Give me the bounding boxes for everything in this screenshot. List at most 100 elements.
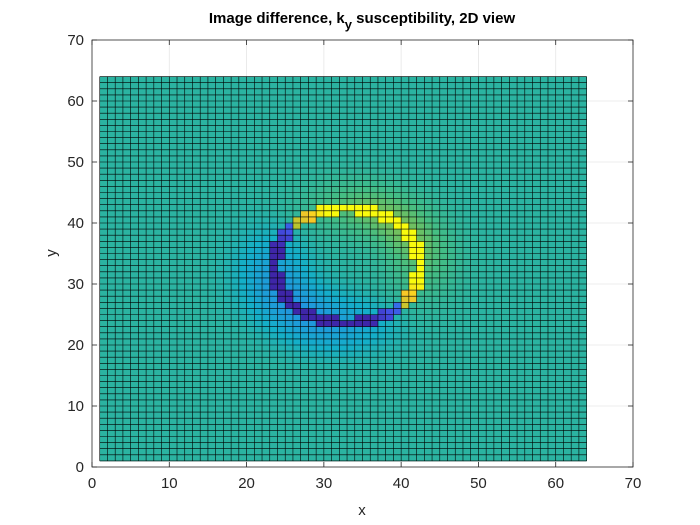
- surface-cell: [462, 82, 471, 90]
- surface-cell: [547, 381, 557, 388]
- surface-cell: [130, 277, 139, 285]
- surface-cell: [316, 418, 325, 425]
- surface-cell: [393, 210, 402, 218]
- surface-cell: [547, 448, 557, 456]
- surface-cell: [99, 168, 108, 175]
- surface-cell: [192, 442, 201, 449]
- surface-cell: [486, 113, 495, 120]
- surface-cell: [300, 345, 309, 352]
- surface-cell: [146, 247, 155, 254]
- surface-cell: [339, 351, 348, 358]
- surface-cell: [161, 125, 170, 132]
- surface-cell: [146, 290, 155, 297]
- surface-cell: [200, 357, 209, 364]
- surface-cell: [331, 430, 340, 437]
- surface-cell: [277, 302, 286, 309]
- surface-cell: [292, 101, 301, 108]
- surface-cell: [262, 168, 271, 175]
- surface-cell: [462, 271, 471, 279]
- surface-cell: [115, 192, 124, 199]
- surface-cell: [200, 314, 209, 321]
- surface-cell: [370, 253, 379, 260]
- surface-cell: [447, 94, 456, 102]
- surface-cell: [99, 88, 108, 96]
- surface-cell: [377, 406, 386, 413]
- surface-cell: [493, 265, 502, 273]
- surface-cell: [200, 418, 209, 425]
- surface-cell: [408, 204, 417, 212]
- surface-cell: [377, 247, 386, 254]
- surface-cell: [517, 393, 526, 401]
- surface-cell: [547, 125, 557, 132]
- surface-cell: [547, 168, 557, 175]
- surface-cell: [115, 320, 124, 327]
- surface-cell: [192, 302, 201, 309]
- surface-cell: [547, 247, 557, 254]
- surface-cell: [424, 271, 433, 279]
- surface-cell: [99, 351, 108, 358]
- surface-cell: [447, 448, 456, 456]
- surface-cell: [532, 314, 541, 321]
- surface-cell: [308, 107, 317, 114]
- surface-cell: [138, 107, 147, 114]
- surface-cell: [571, 454, 580, 462]
- surface-cell: [300, 149, 309, 157]
- surface-cell: [424, 393, 433, 401]
- surface-cell: [99, 210, 108, 218]
- surface-cell: [122, 76, 131, 83]
- surface-cell: [532, 265, 541, 273]
- surface-cell: [509, 88, 518, 96]
- surface-cell: [122, 448, 131, 456]
- surface-cell: [122, 302, 131, 309]
- surface-cell: [370, 424, 379, 431]
- surface-cell: [424, 253, 433, 260]
- surface-cell: [269, 223, 278, 230]
- surface-cell: [169, 412, 178, 419]
- surface-cell: [215, 290, 224, 297]
- surface-cell: [354, 253, 363, 260]
- surface-cell: [432, 412, 441, 419]
- surface-cell: [107, 229, 116, 236]
- surface-cell: [277, 399, 286, 407]
- surface-cell: [262, 381, 271, 388]
- surface-cell: [122, 296, 131, 303]
- surface-cell: [509, 82, 518, 90]
- surface-cell: [401, 162, 410, 169]
- surface-cell: [524, 338, 533, 346]
- surface-cell: [323, 253, 332, 260]
- surface-cell: [146, 326, 155, 334]
- surface-cell: [509, 418, 518, 425]
- surface-cell: [153, 88, 162, 96]
- surface-cell: [462, 326, 471, 334]
- surface-cell: [246, 320, 255, 327]
- surface-cell: [130, 290, 139, 297]
- surface-cell: [238, 436, 247, 443]
- surface-cell: [462, 369, 471, 376]
- surface-cell: [238, 174, 247, 181]
- surface-cell: [331, 210, 340, 218]
- surface-cell: [115, 363, 124, 370]
- surface-cell: [578, 357, 587, 364]
- surface-cell: [107, 155, 116, 163]
- surface-cell: [547, 345, 557, 352]
- surface-cell: [122, 168, 131, 175]
- surface-cell: [455, 253, 464, 260]
- surface-cell: [223, 277, 232, 285]
- surface-cell: [192, 131, 201, 138]
- surface-cell: [555, 253, 564, 260]
- surface-cell: [262, 296, 271, 303]
- surface-cell: [339, 345, 348, 352]
- surface-cell: [447, 186, 456, 193]
- surface-cell: [107, 314, 116, 321]
- surface-cell: [540, 119, 549, 126]
- surface-cell: [416, 375, 425, 382]
- surface-cell: [99, 265, 108, 273]
- surface-cell: [401, 418, 410, 425]
- surface-cell: [231, 180, 240, 187]
- x-tick-label: 60: [547, 475, 564, 492]
- surface-cell: [231, 204, 240, 212]
- surface-cell: [347, 430, 356, 437]
- surface-cell: [153, 338, 162, 346]
- surface-cell: [177, 271, 186, 279]
- surface-cell: [486, 326, 495, 334]
